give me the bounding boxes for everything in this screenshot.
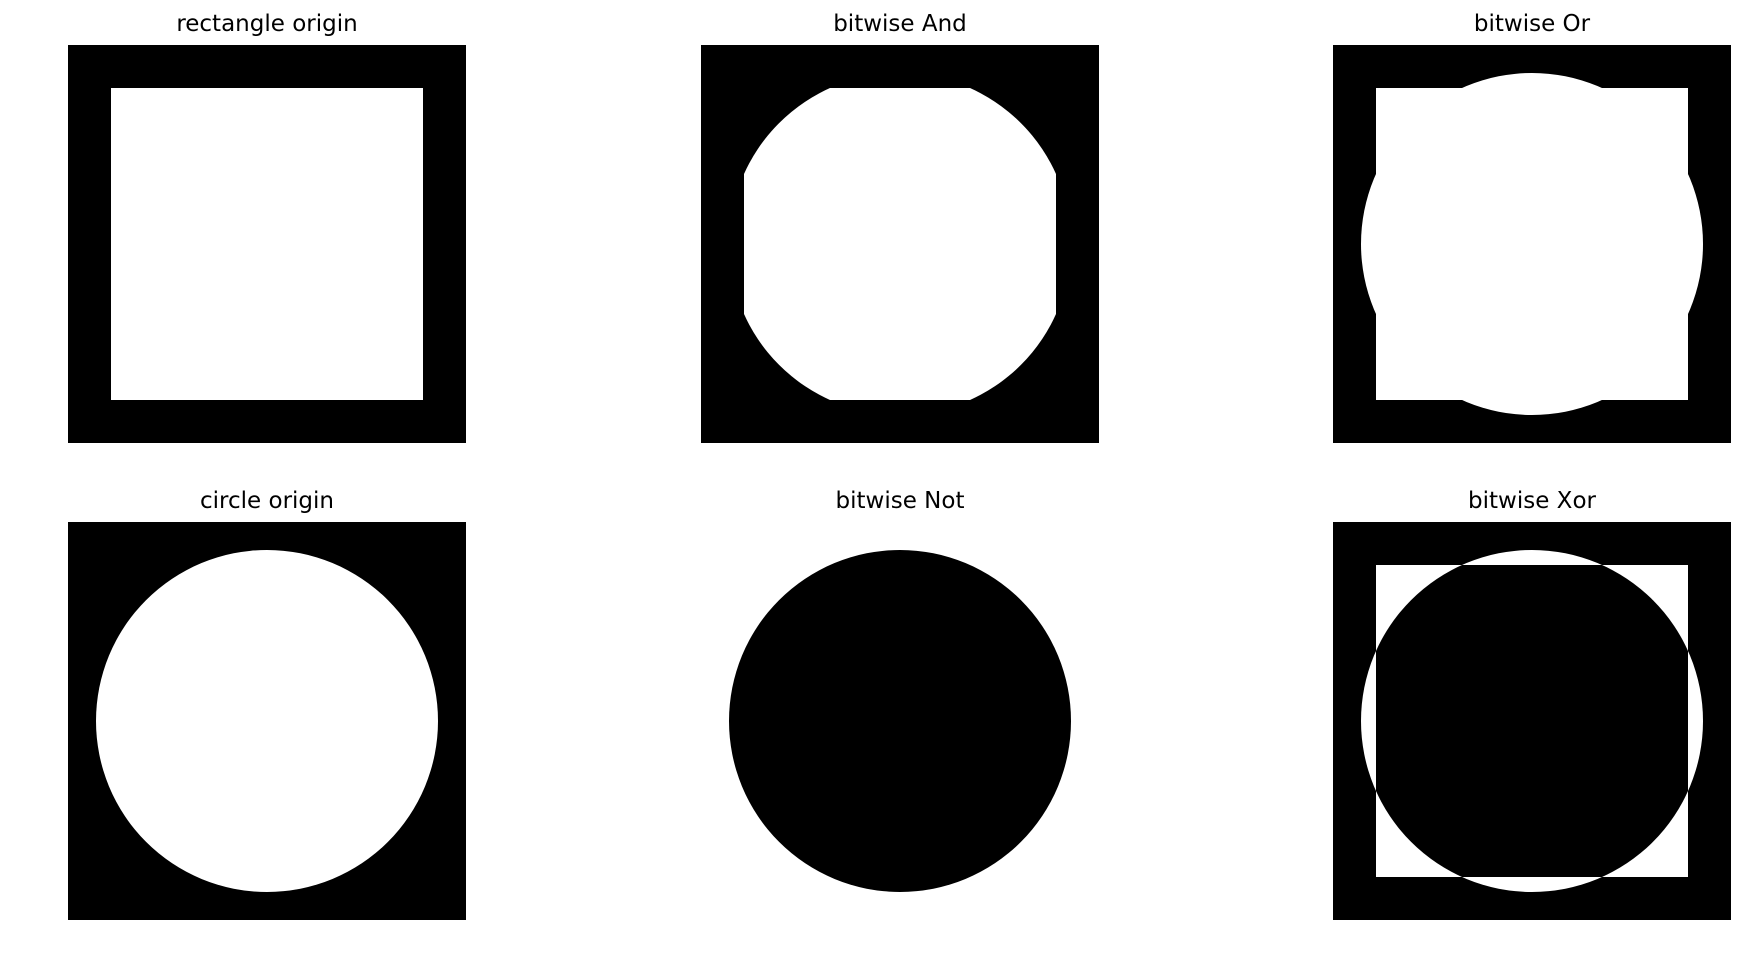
panel-title: bitwise Not — [835, 488, 965, 514]
panel-title: rectangle origin — [176, 11, 358, 37]
bitwise-or-image — [1333, 45, 1731, 443]
panel-title: circle origin — [200, 488, 334, 514]
panel-title: bitwise Xor — [1468, 488, 1596, 514]
rectangle-origin-image — [68, 45, 466, 443]
bitwise-xor-image — [1333, 522, 1731, 920]
bitwise-not-image — [701, 522, 1099, 920]
panel-title: bitwise And — [833, 11, 967, 37]
bitwise-and-image — [701, 45, 1099, 443]
panel-title: bitwise Or — [1473, 11, 1591, 37]
circle-origin-image — [68, 522, 466, 920]
